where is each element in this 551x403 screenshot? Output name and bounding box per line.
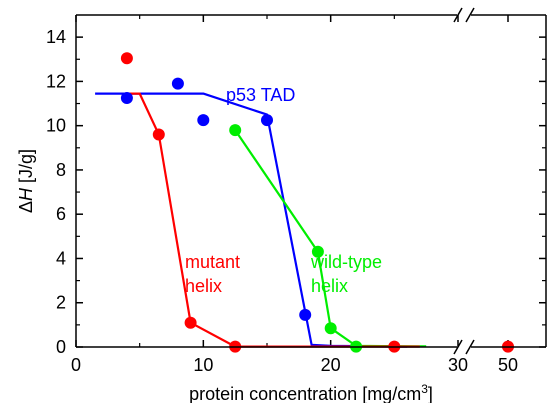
y-axis-label: ΔH [J/g] bbox=[16, 149, 36, 213]
x-tick-label-1: 10 bbox=[193, 355, 213, 375]
series-label-mutant-line2: helix bbox=[185, 276, 222, 296]
axis-tick-labels: 0 2 4 6 8 10 12 14 0 10 20 30 50 bbox=[46, 27, 518, 375]
y-tick-label-7: 14 bbox=[46, 27, 66, 47]
y-tick-label-3: 6 bbox=[56, 204, 66, 224]
y-tick-label-1: 2 bbox=[56, 293, 66, 313]
data-point-s0-0 bbox=[120, 92, 133, 104]
x-tick-label-0: 0 bbox=[71, 355, 81, 375]
axis-break-mark-0-0 bbox=[453, 339, 463, 355]
y-tick-label-5: 10 bbox=[46, 116, 66, 136]
y-tick-label-2: 4 bbox=[56, 248, 66, 268]
plot-area-background bbox=[76, 15, 546, 347]
data-point-s2-0 bbox=[120, 52, 133, 65]
data-point-s0-1 bbox=[171, 77, 184, 90]
x-tick-label-3: 30 bbox=[448, 355, 468, 375]
data-point-s0-3 bbox=[261, 114, 273, 127]
y-tick-label-0: 0 bbox=[56, 337, 66, 357]
axis-break-mark-1-0 bbox=[453, 7, 463, 23]
series-label-wild-type-line1: wild-type bbox=[310, 252, 382, 272]
series-label-mutant-line1: mutant bbox=[185, 252, 240, 272]
axis-break-mark-0-1 bbox=[465, 339, 475, 355]
x-tick-label-4: 50 bbox=[498, 355, 518, 375]
data-point-s1-0 bbox=[229, 124, 242, 137]
data-point-s0-2 bbox=[197, 114, 210, 127]
data-point-s2-2 bbox=[184, 316, 197, 329]
data-point-s2-1 bbox=[152, 128, 165, 141]
axes-frame bbox=[75, 7, 547, 355]
y-tick-label-6: 12 bbox=[46, 71, 66, 91]
series-label-wild-type-line2: helix bbox=[311, 276, 348, 296]
series-label-p53-tad: p53 TAD bbox=[226, 85, 295, 105]
data-point-s0-4 bbox=[299, 308, 312, 321]
y-tick-label-4: 8 bbox=[56, 160, 66, 180]
data-point-s1-2 bbox=[324, 322, 337, 335]
x-axis-label: protein concentration [mg/cm3] bbox=[189, 382, 433, 403]
axis-break-mark-1-1 bbox=[465, 7, 475, 23]
data-point-s1-1 bbox=[311, 245, 324, 258]
x-tick-label-2: 20 bbox=[321, 355, 341, 375]
